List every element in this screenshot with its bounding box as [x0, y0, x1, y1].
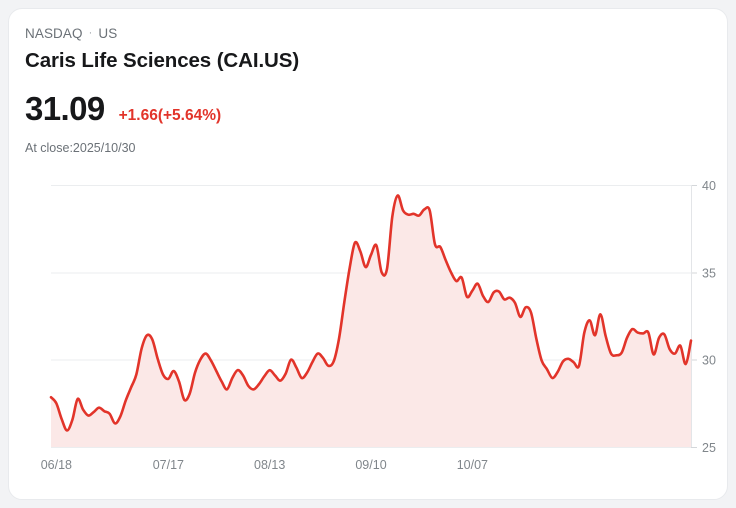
x-axis-tick-label: 07/17 — [153, 458, 184, 472]
x-axis-tick-label: 06/18 — [41, 458, 72, 472]
y-axis-tick-label: 25 — [702, 441, 716, 455]
y-axis-tick-label: 30 — [702, 354, 716, 368]
close-timestamp: At close:2025/10/30 — [25, 141, 136, 155]
x-axis-tick-label: 10/07 — [457, 458, 488, 472]
exchange-name: NASDAQ — [25, 26, 83, 41]
x-axis-labels: 06/18 07/17 08/13 09/10 10/07 — [41, 458, 488, 472]
quote-row: 31.09 +1.66(+5.64%) — [25, 90, 711, 128]
price-chart-svg[interactable]: 40 35 30 25 06/18 07/17 08/13 09/10 10/07 — [9, 169, 728, 489]
quote-header: NASDAQ · US Caris Life Sciences (CAI.US)… — [9, 9, 727, 156]
price-line — [49, 194, 693, 432]
y-axis-labels: 40 35 30 25 — [702, 179, 716, 455]
stock-quote-card: NASDAQ · US Caris Life Sciences (CAI.US)… — [8, 8, 728, 500]
y-axis-tick-label: 40 — [702, 179, 716, 193]
separator-dot: · — [88, 27, 93, 39]
current-price: 31.09 — [25, 90, 105, 127]
price-area — [51, 195, 691, 447]
market-region: US — [98, 26, 118, 41]
exchange-row: NASDAQ · US — [25, 25, 711, 43]
y-axis-tick-label: 35 — [702, 266, 716, 280]
price-change: +1.66(+5.64%) — [118, 107, 222, 124]
page-title: Caris Life Sciences (CAI.US) — [25, 49, 300, 72]
price-chart[interactable]: 40 35 30 25 06/18 07/17 08/13 09/10 10/07 — [9, 169, 728, 489]
x-axis-tick-label: 09/10 — [355, 458, 386, 472]
x-axis-tick-label: 08/13 — [254, 458, 285, 472]
